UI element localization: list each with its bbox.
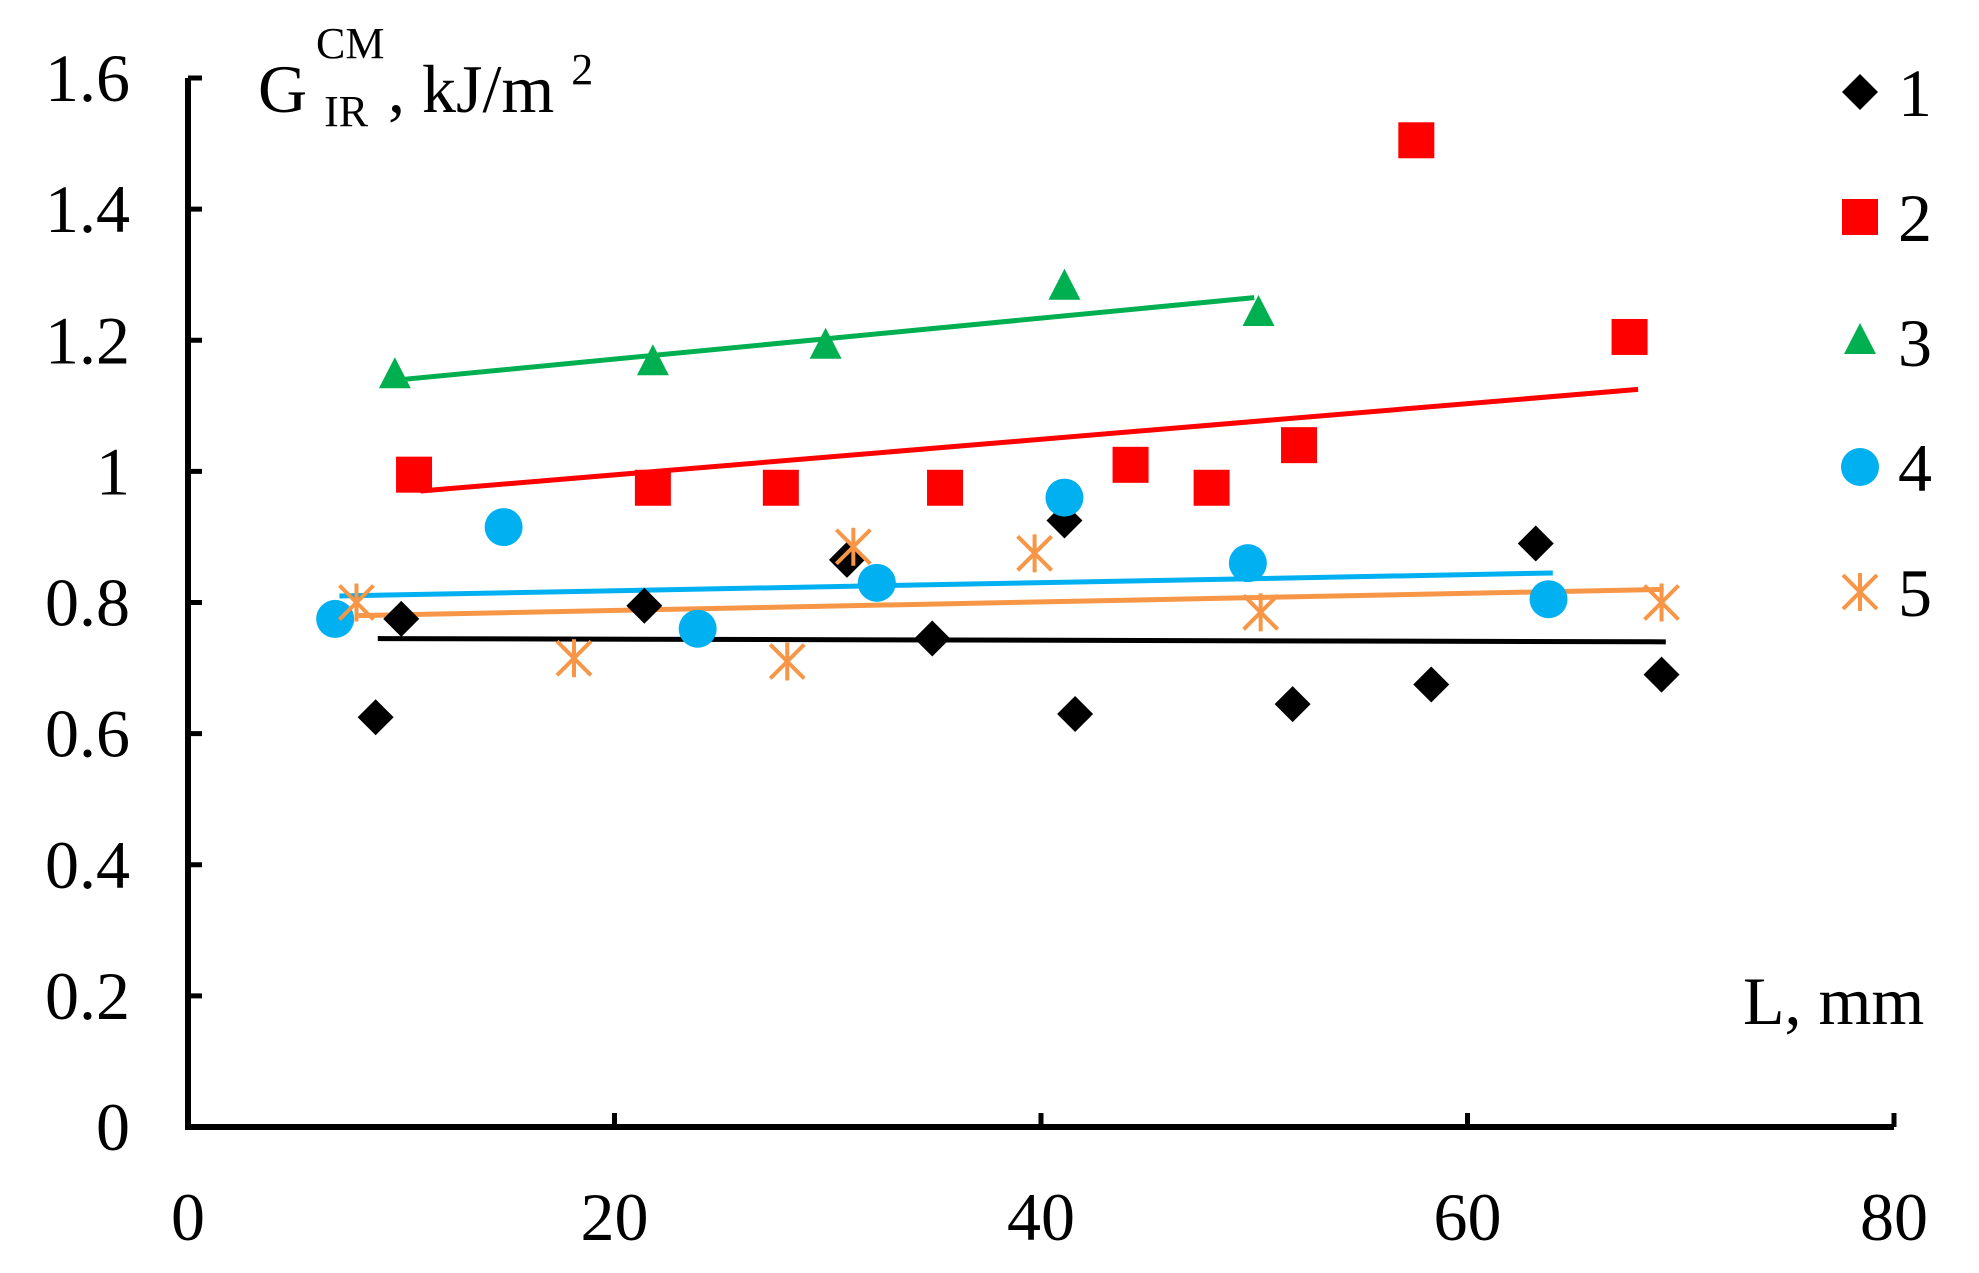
data-point-series-1-9: [1413, 666, 1450, 703]
y-axis-label-superscript: CM: [316, 19, 384, 68]
y-axis-label-main: G: [258, 51, 307, 127]
y-axis-label: G IR CM , kJ/m 2: [258, 0, 593, 141]
y-axis-label-unit: , kJ/m: [388, 51, 554, 127]
data-point-series-4-7: [1529, 580, 1568, 619]
y-tick-label: 0.6: [45, 696, 130, 772]
y-tick-label: 0.8: [45, 565, 130, 641]
data-point-series-1-10: [1517, 525, 1554, 562]
data-point-series-3-1: [378, 357, 411, 389]
data-point-series-2-5: [1112, 446, 1149, 483]
data-point-series-5-5: [1016, 534, 1054, 573]
data-point-series-2-7: [1281, 427, 1318, 464]
data-point-series-1-7: [1057, 695, 1094, 732]
y-tick-label: 0.4: [45, 827, 130, 903]
data-point-series-1-1: [357, 699, 394, 736]
y-tick-label: 0: [96, 1089, 130, 1165]
legend-label-series-5: 5: [1898, 555, 1932, 631]
data-point-series-1-8: [1274, 686, 1311, 723]
y-tick-label: 1.6: [45, 40, 130, 116]
data-point-series-5-4: [834, 527, 872, 566]
data-point-series-4-3: [678, 609, 717, 648]
data-point-series-4-5: [1045, 478, 1084, 517]
data-point-series-4-1: [316, 599, 355, 638]
trend-line-series-1: [377, 636, 1666, 645]
axis-ticks: 0 0.2 0.4 0.6 0.8 1 1.2 1.4 1.6 0 20 40 60 80: [45, 40, 1928, 1255]
legend-label-series-1: 1: [1898, 55, 1932, 131]
trend-line-series-4: [339, 570, 1553, 599]
data-point-series-3-3: [809, 327, 842, 359]
data-point-series-5-7: [1643, 583, 1680, 622]
legend-marker-series-3: [1844, 323, 1876, 354]
data-point-series-1-3: [626, 587, 663, 624]
data-point-series-2-2: [634, 469, 671, 506]
data-point-series-2-9: [1611, 318, 1648, 355]
trend-line-series-2: [420, 386, 1639, 494]
legend-label-series-2: 2: [1898, 180, 1932, 256]
legend: 1 2 3 4 5: [1841, 55, 1932, 631]
data-point-series-4-4: [857, 563, 896, 602]
data-point-series-3-2: [636, 344, 669, 376]
data-points: [316, 122, 1680, 736]
data-point-series-1-5: [914, 620, 951, 657]
y-axis-label-unit-power: 2: [571, 45, 593, 94]
data-point-series-4-2: [484, 508, 523, 547]
data-point-series-3-4: [1048, 268, 1081, 300]
x-tick-label: 0: [171, 1179, 205, 1255]
x-tick-label: 60: [1434, 1179, 1502, 1255]
data-point-series-5-6: [1242, 593, 1280, 632]
legend-marker-series-5: [1841, 573, 1879, 611]
data-point-series-1-2: [383, 600, 420, 637]
y-tick-label: 1.4: [45, 171, 130, 247]
data-point-series-2-6: [1193, 469, 1230, 506]
legend-marker-series-4: [1841, 448, 1879, 486]
y-axis-label-subscript: IR: [324, 87, 369, 136]
y-tick-label: 1.2: [45, 302, 130, 378]
data-point-series-2-8: [1398, 122, 1435, 159]
y-tick-label: 0.2: [45, 958, 130, 1034]
y-tick-label: 1: [96, 433, 130, 509]
x-tick-label: 80: [1860, 1179, 1928, 1255]
legend-marker-series-1: [1842, 74, 1878, 110]
legend-label-series-3: 3: [1898, 305, 1932, 381]
trend-line-series-5: [358, 586, 1664, 619]
x-tick-label: 20: [581, 1179, 649, 1255]
data-point-series-1-11: [1643, 656, 1680, 693]
data-point-series-2-3: [762, 469, 799, 506]
x-axis-label: L, mm: [1743, 963, 1924, 1039]
data-point-series-3-5: [1242, 295, 1275, 327]
legend-marker-series-2: [1842, 199, 1878, 235]
data-point-series-1-4: [828, 541, 865, 578]
data-point-series-2-4: [927, 469, 964, 506]
x-tick-label: 40: [1007, 1179, 1075, 1255]
trend-lines: [339, 295, 1666, 645]
data-point-series-5-3: [768, 642, 806, 681]
data-point-series-5-2: [555, 639, 593, 678]
data-point-series-2-1: [396, 456, 433, 493]
data-point-series-4-6: [1228, 544, 1267, 583]
legend-label-series-4: 4: [1898, 430, 1932, 506]
data-point-series-5-1: [338, 583, 375, 622]
